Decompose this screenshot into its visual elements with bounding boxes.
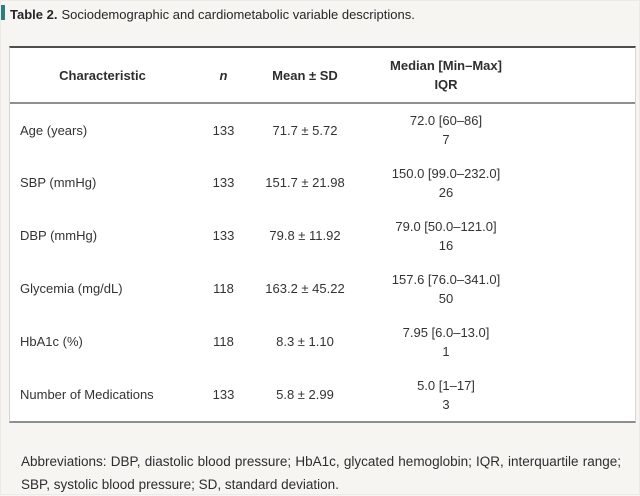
header-row: Characteristic n Mean ± SD Median [Min–M… bbox=[10, 48, 635, 103]
iqr-value: 3 bbox=[442, 396, 450, 412]
col-header-spacer bbox=[534, 48, 635, 103]
cell-spacer bbox=[534, 103, 635, 156]
cell-mean-sd: 151.7 ± 21.98 bbox=[265, 175, 345, 190]
table-row: DBP (mmHg) 133 79.8 ± 11.92 79.0 [50.0–1… bbox=[10, 209, 635, 262]
table-row: Glycemia (mg/dL) 118 163.2 ± 45.22 157.6… bbox=[10, 262, 635, 315]
table-row: SBP (mmHg) 133 151.7 ± 21.98 150.0 [99.0… bbox=[10, 156, 635, 209]
median-value: 7.95 [6.0–13.0] bbox=[402, 324, 490, 340]
table-caption-text: Sociodemographic and cardiometabolic var… bbox=[61, 7, 415, 22]
col-header-n: n bbox=[219, 67, 228, 83]
table-row: HbA1c (%) 118 8.3 ± 1.10 7.95 [6.0–13.0]… bbox=[10, 315, 635, 368]
cell-spacer bbox=[534, 368, 635, 421]
col-header-characteristic: Characteristic bbox=[59, 67, 146, 83]
cell-median-iqr: 7.95 [6.0–13.0] 1 bbox=[358, 315, 534, 368]
cell-spacer bbox=[534, 156, 635, 209]
table-row: Number of Medications 133 5.8 ± 2.99 5.0… bbox=[10, 368, 635, 421]
cell-n: 118 bbox=[213, 281, 234, 296]
iqr-value: 16 bbox=[438, 237, 454, 253]
median-value: 79.0 [50.0–121.0] bbox=[395, 218, 497, 234]
iqr-value: 50 bbox=[438, 290, 454, 306]
cell-characteristic: SBP (mmHg) bbox=[20, 175, 97, 190]
cell-mean-sd: 8.3 ± 1.10 bbox=[276, 334, 334, 349]
cell-spacer bbox=[534, 209, 635, 262]
table-caption: Table 2. Sociodemographic and cardiometab… bbox=[10, 6, 631, 24]
cell-characteristic: Age (years) bbox=[20, 122, 88, 138]
iqr-value: 1 bbox=[442, 343, 450, 359]
table-container: Characteristic n Mean ± SD Median [Min–M… bbox=[9, 46, 636, 423]
cell-mean-sd: 5.8 ± 2.99 bbox=[276, 387, 334, 402]
cell-characteristic: DBP (mmHg) bbox=[20, 228, 98, 243]
cell-characteristic: Number of Medications bbox=[20, 387, 154, 402]
cell-mean-sd: 79.8 ± 11.92 bbox=[269, 228, 341, 243]
data-table: Characteristic n Mean ± SD Median [Min–M… bbox=[10, 48, 635, 421]
col-header-median-line2: IQR bbox=[434, 77, 458, 92]
cell-spacer bbox=[534, 262, 635, 315]
median-value: 72.0 [60–86] bbox=[409, 113, 483, 128]
cell-median-iqr: 79.0 [50.0–121.0] 16 bbox=[358, 209, 534, 262]
cell-median-iqr: 157.6 [76.0–341.0] 50 bbox=[358, 262, 534, 315]
cell-median-iqr: 150.0 [99.0–232.0] 26 bbox=[358, 156, 534, 209]
accent-mark bbox=[1, 5, 5, 20]
cell-n: 133 bbox=[212, 175, 235, 190]
col-header-median-line1: Median [Min–Max] bbox=[390, 58, 502, 73]
median-value: 5.0 [1–17] bbox=[417, 377, 475, 393]
cell-mean-sd: 163.2 ± 45.22 bbox=[265, 281, 345, 296]
iqr-value: 7 bbox=[442, 132, 450, 147]
median-value: 150.0 [99.0–232.0] bbox=[391, 165, 501, 181]
cell-mean-sd: 71.7 ± 5.72 bbox=[272, 122, 338, 138]
median-value: 157.6 [76.0–341.0] bbox=[391, 271, 501, 287]
cell-characteristic: Glycemia (mg/dL) bbox=[20, 281, 123, 296]
cell-n: 133 bbox=[212, 228, 235, 243]
table-row: Age (years) 133 71.7 ± 5.72 72.0 [60–86]… bbox=[10, 103, 635, 156]
cell-n: 133 bbox=[212, 387, 235, 402]
table-caption-label: Table 2. bbox=[10, 7, 58, 22]
cell-n: 118 bbox=[213, 334, 234, 349]
cell-characteristic: HbA1c (%) bbox=[20, 334, 83, 349]
col-header-median-iqr: Median [Min–Max] IQR bbox=[358, 48, 534, 103]
cell-n: 133 bbox=[212, 122, 235, 138]
cell-median-iqr: 72.0 [60–86] 7 bbox=[358, 103, 534, 156]
footnote: Abbreviations: DBP, diastolic blood pres… bbox=[21, 454, 621, 492]
cell-spacer bbox=[534, 315, 635, 368]
cell-median-iqr: 5.0 [1–17] 3 bbox=[358, 368, 534, 421]
iqr-value: 26 bbox=[438, 184, 454, 200]
col-header-mean-sd: Mean ± SD bbox=[272, 67, 338, 83]
